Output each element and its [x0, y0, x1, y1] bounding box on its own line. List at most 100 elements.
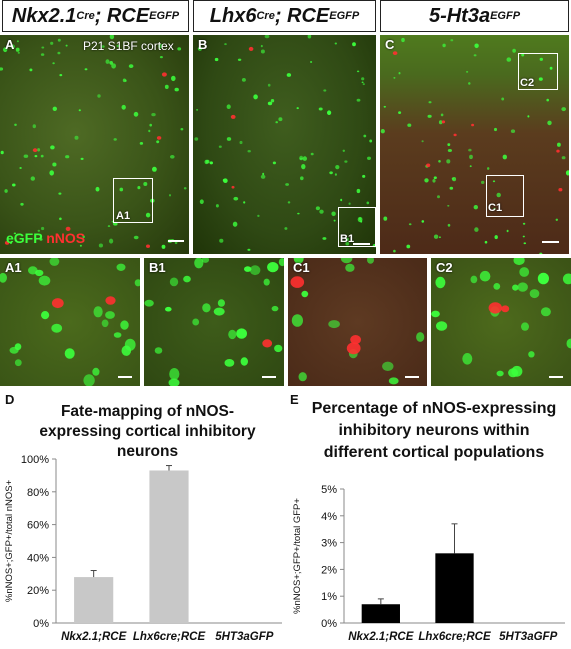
gfp-cell — [0, 272, 7, 283]
nnos-cell — [290, 276, 305, 288]
gfp-cell — [217, 299, 225, 307]
gfp-cell — [209, 161, 213, 165]
y-tick-label: 5% — [321, 484, 337, 496]
chart-title-line: Percentage of nNOS-expressing — [311, 400, 557, 417]
gfp-cell — [496, 192, 501, 198]
gfp-cell — [214, 57, 219, 62]
gfp-cell — [334, 173, 337, 176]
gfp-cell — [340, 258, 353, 264]
y-tick-label: 40% — [27, 552, 49, 564]
gfp-cell — [406, 244, 411, 249]
gfp-cell — [447, 223, 451, 227]
gfp-cell — [29, 68, 33, 72]
nnos-label: nNOS — [42, 230, 86, 246]
stain-legend: eGFP nNOS — [6, 230, 85, 246]
gfp-cell — [398, 72, 401, 75]
gfp-cell — [561, 107, 566, 112]
gfp-cell — [121, 104, 126, 110]
y-tick-label: 1% — [321, 591, 337, 603]
inset-panel-c2: C2 — [431, 258, 571, 386]
gfp-cell — [296, 107, 299, 110]
gfp-cell — [65, 155, 70, 159]
gfp-cell — [450, 39, 454, 42]
gfp-cell — [52, 106, 57, 112]
gfp-cell — [512, 284, 519, 291]
gfp-cell — [10, 44, 15, 49]
gfp-cell — [59, 217, 62, 221]
gfp-cell — [565, 170, 569, 176]
gfp-cell — [438, 160, 441, 163]
gfp-cell — [301, 290, 309, 298]
gfp-cell — [260, 174, 266, 179]
gfp-cell — [0, 150, 4, 155]
gfp-cell — [171, 75, 176, 82]
cell-dots — [0, 258, 140, 386]
nnos-cell — [51, 298, 64, 309]
micrograph-panel-c: C C2 C1 — [380, 35, 569, 254]
gfp-cell — [165, 306, 172, 312]
gfp-cell — [267, 101, 273, 106]
gfp-cell — [101, 45, 105, 48]
gfp-cell — [194, 258, 204, 269]
header-base: Lhx6 — [209, 4, 257, 27]
y-tick-label: 2% — [321, 564, 337, 576]
gfp-cell — [494, 127, 497, 132]
gfp-cell — [494, 235, 498, 240]
header-5ht3a: 5-Ht3a EGFP — [380, 0, 569, 32]
gfp-cell — [215, 204, 219, 208]
gfp-cell — [16, 40, 19, 43]
cell-dots — [194, 35, 376, 251]
header-base: Nkx2.1 — [11, 4, 77, 27]
gfp-cell — [39, 238, 43, 241]
gfp-cell — [555, 218, 558, 221]
gfp-cell — [240, 357, 248, 366]
chart-title-line: expressing cortical inhibitory — [39, 423, 256, 440]
inset-box — [113, 178, 153, 223]
gfp-cell — [169, 368, 180, 380]
gfp-cell — [421, 140, 424, 143]
gfp-cell — [433, 234, 439, 239]
gfp-cell — [9, 241, 13, 244]
gfp-cell — [120, 320, 129, 330]
gfp-cell — [345, 263, 355, 272]
gfp-cell — [285, 183, 289, 186]
gfp-cell — [236, 328, 247, 339]
nnos-cell — [105, 296, 116, 305]
panel-label: C2 — [436, 260, 453, 275]
gfp-cell — [328, 320, 340, 329]
chart-title: Percentage of nNOS-expressing inhibitory… — [298, 398, 570, 464]
cell-dots — [380, 37, 569, 254]
bar — [74, 577, 114, 623]
y-tick-label: 0% — [33, 618, 49, 630]
header-sup: EGFP — [490, 10, 521, 22]
bar — [149, 470, 189, 623]
gfp-cell — [156, 140, 160, 144]
inset-panel-c1: C1 — [288, 258, 427, 386]
gfp-cell — [170, 155, 175, 159]
gfp-cell — [49, 170, 54, 176]
gfp-cell — [358, 217, 362, 221]
gfp-cell — [113, 332, 122, 338]
gfp-cell — [407, 123, 412, 127]
gfp-cell — [93, 306, 103, 318]
x-tick-label: Lhx6cre;RCE — [133, 631, 206, 643]
gfp-cell — [41, 46, 45, 49]
gfp-cell — [177, 47, 182, 51]
gfp-cell — [431, 310, 440, 318]
panel-label: B1 — [149, 260, 166, 275]
gfp-cell — [529, 289, 540, 299]
gfp-cell — [174, 87, 179, 92]
gfp-cell — [344, 160, 348, 163]
gfp-cell — [493, 283, 501, 290]
panel-label: C1 — [293, 260, 310, 275]
nnos-cell — [4, 241, 10, 245]
gfp-cell — [37, 148, 41, 152]
gfp-cell — [561, 156, 566, 160]
gfp-cell — [183, 275, 191, 283]
gfp-cell — [470, 275, 478, 284]
gfp-cell — [286, 73, 292, 77]
gfp-cell — [233, 196, 239, 201]
gfp-cell — [222, 178, 226, 182]
x-tick-label: Nkx2.1;RCE — [61, 631, 127, 643]
gfp-cell — [272, 161, 276, 165]
